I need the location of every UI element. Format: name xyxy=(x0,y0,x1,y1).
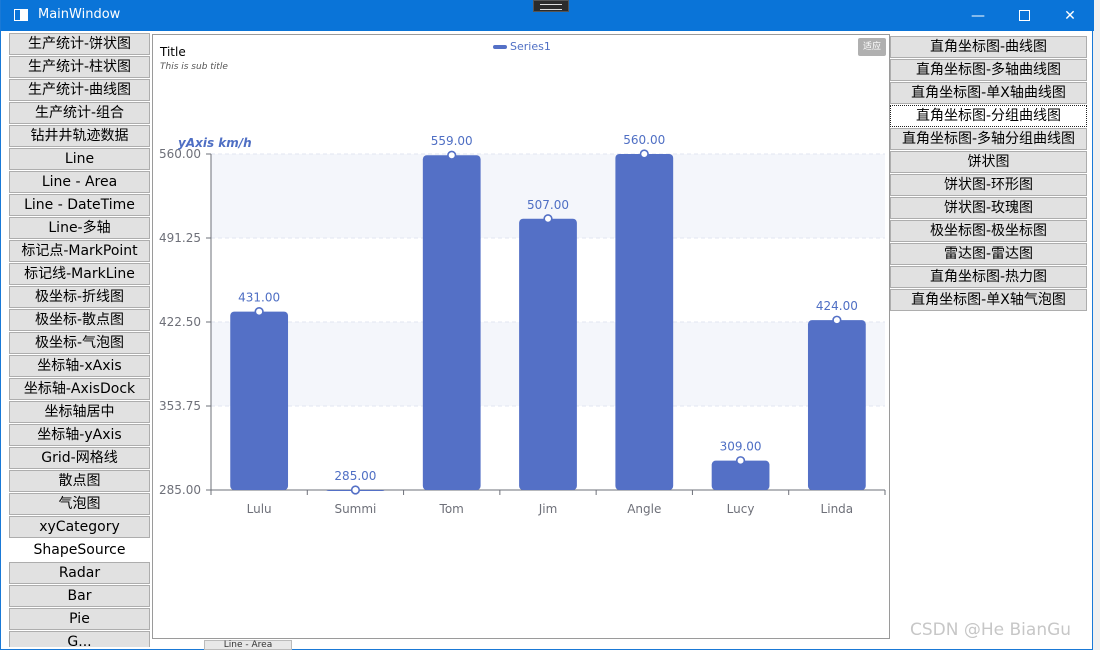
left-nav-button[interactable]: Grid-网格线 xyxy=(9,447,150,469)
left-nav-button[interactable]: 极坐标-气泡图 xyxy=(9,332,150,354)
bar-tom xyxy=(422,155,481,491)
data-label: 309.00 xyxy=(720,440,762,454)
left-nav-button[interactable]: 坐标轴-AxisDock xyxy=(9,378,150,400)
data-label: 507.00 xyxy=(527,198,569,212)
left-nav-button[interactable]: 标记点-MarkPoint xyxy=(9,240,150,262)
left-nav-button[interactable]: Line xyxy=(9,148,150,170)
y-tick-label: 491.25 xyxy=(159,231,201,245)
left-nav-button[interactable]: ShapeSource xyxy=(9,539,150,561)
left-nav-button[interactable]: 坐标轴-xAxis xyxy=(9,355,150,377)
data-label: 559.00 xyxy=(431,134,473,148)
bar-lulu xyxy=(230,311,289,490)
y-tick-label: 560.00 xyxy=(159,147,201,161)
bar-marker xyxy=(735,456,746,466)
right-nav-button[interactable]: 直角坐标图-多轴分组曲线图 xyxy=(890,128,1087,150)
x-tick-label: Jim xyxy=(538,502,558,516)
bar-angle xyxy=(615,154,674,490)
y-axis-title: yAxis km/h xyxy=(178,136,252,150)
left-nav-button[interactable]: Line-多轴 xyxy=(9,217,150,239)
left-nav-button[interactable]: 生产统计-曲线图 xyxy=(9,79,150,101)
right-nav-button[interactable]: 直角坐标图-单X轴曲线图 xyxy=(890,82,1087,104)
minimize-button[interactable]: — xyxy=(971,7,985,24)
bar-marker xyxy=(350,485,361,495)
bar-marker xyxy=(254,307,264,317)
chart-legend[interactable]: Series1 xyxy=(493,40,551,53)
app-window-icon xyxy=(14,9,28,21)
left-nav-button[interactable]: 标记线-MarkLine xyxy=(9,263,150,285)
left-nav-button[interactable]: 生产统计-组合 xyxy=(9,102,150,124)
x-tick-label: Lulu xyxy=(247,502,272,516)
right-nav-button[interactable]: 饼状图-玫瑰图 xyxy=(890,197,1087,219)
right-nav-button[interactable]: 直角坐标图-多轴曲线图 xyxy=(890,59,1087,81)
maximize-button[interactable] xyxy=(1001,0,1047,31)
bar-marker xyxy=(832,315,842,325)
data-label: 431.00 xyxy=(238,291,280,305)
left-nav-button[interactable]: 散点图 xyxy=(9,470,150,492)
x-tick-label: Lucy xyxy=(727,502,755,516)
right-nav-button[interactable]: 极坐标图-极坐标图 xyxy=(890,220,1087,242)
left-nav-button[interactable]: 生产统计-饼状图 xyxy=(9,33,150,55)
x-tick-label: Tom xyxy=(439,502,464,516)
watermark: CSDN @He BianGu xyxy=(910,620,1072,640)
legend-swatch xyxy=(493,44,507,49)
data-label: 285.00 xyxy=(334,469,376,483)
left-nav-button[interactable]: Line - Area xyxy=(9,171,150,193)
x-tick-label: Linda xyxy=(821,502,854,516)
x-tick-label: Summi xyxy=(334,502,376,516)
maximize-icon xyxy=(1018,10,1030,21)
y-tick-label: 285.00 xyxy=(159,483,201,497)
bar-lucy xyxy=(711,460,770,490)
left-nav-button[interactable]: G... xyxy=(9,631,150,647)
left-nav-button[interactable]: Bar xyxy=(9,585,150,607)
data-label: 560.00 xyxy=(623,133,665,147)
drag-grip-icon[interactable] xyxy=(533,0,569,12)
title-bar[interactable]: MainWindow — ✕ xyxy=(1,0,1094,31)
legend-series-label: Series1 xyxy=(510,40,551,53)
left-nav-button[interactable]: 极坐标-散点图 xyxy=(9,309,150,331)
background-window-fragment: Line - Area xyxy=(204,640,292,650)
y-tick-label: 422.50 xyxy=(159,315,201,329)
right-nav-button[interactable]: 饼状图-环形图 xyxy=(890,174,1087,196)
right-nav-panel: 直角坐标图-曲线图 直角坐标图-多轴曲线图 直角坐标图-单X轴曲线图 直角坐标图-分组… xyxy=(890,36,1088,316)
bar-marker xyxy=(543,214,553,224)
left-nav-button[interactable]: xyCategory xyxy=(9,516,150,538)
close-button[interactable]: ✕ xyxy=(1064,7,1076,24)
left-nav-button[interactable]: 气泡图 xyxy=(9,493,150,515)
right-nav-button[interactable]: 直角坐标图-热力图 xyxy=(890,266,1087,288)
bar-jim xyxy=(519,218,577,491)
right-nav-button[interactable]: 雷达图-雷达图 xyxy=(890,243,1087,265)
left-nav-button[interactable]: 坐标轴-yAxis xyxy=(9,424,150,446)
left-nav-button[interactable]: 钻井井轨迹数据 xyxy=(9,125,150,147)
x-tick-label: Angle xyxy=(627,502,661,516)
left-nav-button[interactable]: 坐标轴居中 xyxy=(9,401,150,423)
chart-title: Title xyxy=(160,45,186,59)
left-nav-button[interactable]: Radar xyxy=(9,562,150,584)
window-title: MainWindow xyxy=(38,7,121,22)
fit-button[interactable]: 适应 xyxy=(858,38,886,56)
left-nav-button[interactable]: Pie xyxy=(9,608,150,630)
left-nav-panel: 生产统计-饼状图 生产统计-柱状图 生产统计-曲线图 生产统计-组合 钻井井轨迹数据 Li… xyxy=(9,33,151,647)
bar-marker xyxy=(639,149,649,159)
bar-marker xyxy=(447,150,457,160)
bar-linda xyxy=(807,320,866,490)
bar-chart: 285.00 353.75 422.50 491.25 560.00 431.00 Lulu… xyxy=(159,133,886,516)
chart-area: 285.00 353.75 422.50 491.25 560.00 431.00 Lulu… xyxy=(152,34,890,639)
right-nav-button[interactable]: 直角坐标图-分组曲线图 xyxy=(890,105,1087,127)
right-nav-button[interactable]: 饼状图 xyxy=(890,151,1087,173)
y-tick-label: 353.75 xyxy=(159,399,201,413)
right-nav-button[interactable]: 直角坐标图-单X轴气泡图 xyxy=(890,289,1087,311)
right-nav-button[interactable]: 直角坐标图-曲线图 xyxy=(890,36,1087,58)
data-label: 424.00 xyxy=(816,299,858,313)
left-nav-button[interactable]: Line - DateTime xyxy=(9,194,150,216)
left-nav-button[interactable]: 生产统计-柱状图 xyxy=(9,56,150,78)
left-nav-button[interactable]: 极坐标-折线图 xyxy=(9,286,150,308)
chart-subtitle: This is sub title xyxy=(160,62,228,72)
